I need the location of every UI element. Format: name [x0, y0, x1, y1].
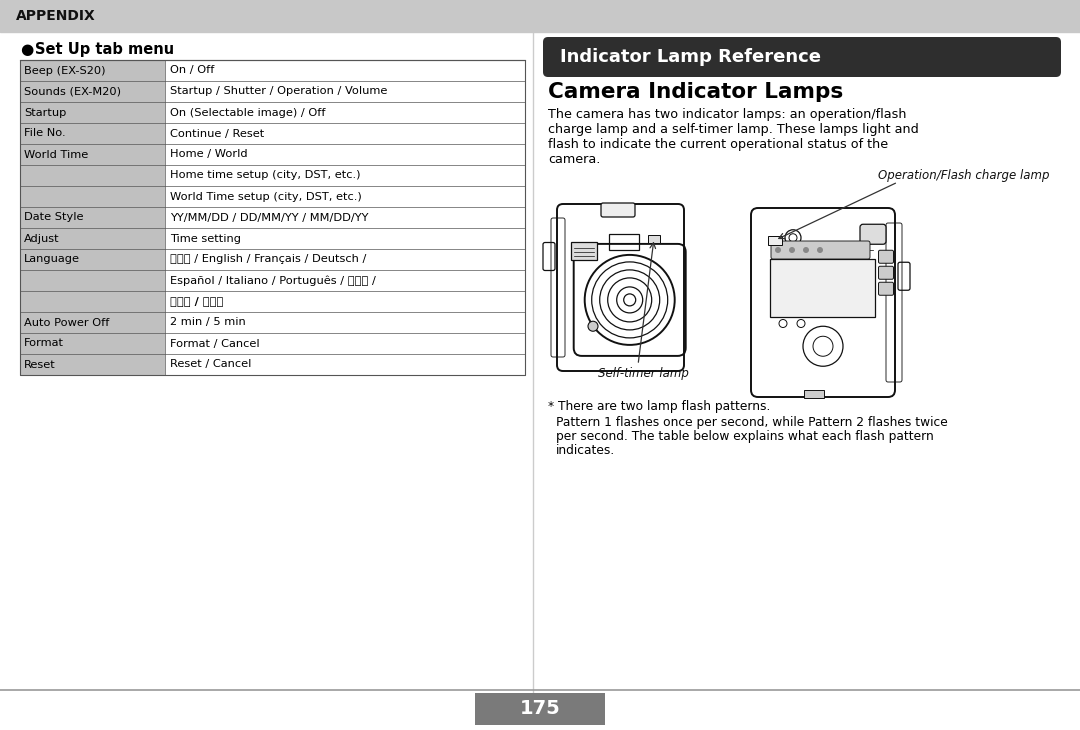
- Bar: [165, 312, 525, 333]
- Bar: [165, 249, 525, 270]
- Bar: [21, 102, 165, 123]
- Text: per second. The table below explains what each flash pattern: per second. The table below explains wha…: [556, 430, 934, 443]
- Text: Operation/Flash charge lamp: Operation/Flash charge lamp: [878, 169, 1050, 182]
- Bar: [21, 123, 165, 144]
- Text: Language: Language: [24, 255, 80, 264]
- Text: Continue / Reset: Continue / Reset: [170, 128, 265, 139]
- Bar: [21, 60, 525, 375]
- Circle shape: [588, 321, 598, 331]
- Text: Self-timer lamp: Self-timer lamp: [598, 367, 689, 380]
- Text: 2 min / 5 min: 2 min / 5 min: [170, 318, 246, 328]
- Bar: [21, 354, 165, 375]
- Circle shape: [804, 247, 809, 253]
- Text: World Time: World Time: [24, 150, 89, 159]
- Bar: [21, 207, 165, 228]
- Text: Reset / Cancel: Reset / Cancel: [170, 359, 252, 369]
- Bar: [21, 144, 165, 165]
- Bar: [21, 228, 165, 249]
- Bar: [165, 165, 525, 186]
- FancyBboxPatch shape: [543, 37, 1061, 77]
- Text: Pattern 1 flashes once per second, while Pattern 2 flashes twice: Pattern 1 flashes once per second, while…: [556, 416, 948, 429]
- FancyBboxPatch shape: [878, 283, 893, 295]
- Bar: [21, 291, 165, 312]
- Text: indicates.: indicates.: [556, 444, 616, 457]
- Text: * There are two lamp flash patterns.: * There are two lamp flash patterns.: [548, 400, 770, 413]
- Bar: [21, 165, 165, 186]
- Bar: [165, 354, 525, 375]
- FancyBboxPatch shape: [600, 203, 635, 217]
- Text: Set Up tab menu: Set Up tab menu: [35, 42, 174, 57]
- Bar: [609, 234, 639, 250]
- Text: World Time setup (city, DST, etc.): World Time setup (city, DST, etc.): [170, 191, 362, 201]
- Text: flash to indicate the current operational status of the: flash to indicate the current operationa…: [548, 138, 888, 151]
- Text: YY/MM/DD / DD/MM/YY / MM/DD/YY: YY/MM/DD / DD/MM/YY / MM/DD/YY: [170, 212, 368, 223]
- Text: 175: 175: [519, 699, 561, 718]
- Bar: [571, 242, 597, 260]
- Bar: [165, 291, 525, 312]
- Text: Time setting: Time setting: [170, 234, 241, 244]
- Bar: [165, 81, 525, 102]
- Text: 日本語 / English / Français / Deutsch /: 日本語 / English / Français / Deutsch /: [170, 255, 366, 264]
- Text: Home / World: Home / World: [170, 150, 247, 159]
- Bar: [165, 270, 525, 291]
- Text: Format / Cancel: Format / Cancel: [170, 339, 259, 348]
- Text: File No.: File No.: [24, 128, 66, 139]
- Bar: [21, 81, 165, 102]
- Bar: [165, 60, 525, 81]
- Bar: [804, 390, 824, 398]
- Bar: [21, 249, 165, 270]
- Text: Sounds (EX-M20): Sounds (EX-M20): [24, 86, 121, 96]
- Bar: [165, 228, 525, 249]
- Text: 中国语 / 한국어: 中国语 / 한국어: [170, 296, 224, 307]
- Circle shape: [775, 247, 781, 253]
- Circle shape: [816, 247, 823, 253]
- Bar: [648, 234, 660, 242]
- FancyBboxPatch shape: [860, 224, 886, 245]
- FancyBboxPatch shape: [878, 250, 893, 264]
- Bar: [165, 333, 525, 354]
- Text: Beep (EX-S20): Beep (EX-S20): [24, 66, 106, 75]
- Bar: [165, 123, 525, 144]
- Bar: [165, 102, 525, 123]
- Bar: [21, 60, 165, 81]
- Text: Startup / Shutter / Operation / Volume: Startup / Shutter / Operation / Volume: [170, 86, 388, 96]
- Text: charge lamp and a self-timer lamp. These lamps light and: charge lamp and a self-timer lamp. These…: [548, 123, 919, 136]
- Text: camera.: camera.: [548, 153, 600, 166]
- Text: Home time setup (city, DST, etc.): Home time setup (city, DST, etc.): [170, 171, 361, 180]
- Text: On (Selectable image) / Off: On (Selectable image) / Off: [170, 107, 325, 118]
- Bar: [21, 270, 165, 291]
- Bar: [21, 312, 165, 333]
- Bar: [475, 693, 605, 725]
- Bar: [21, 333, 165, 354]
- FancyBboxPatch shape: [878, 266, 893, 280]
- Text: ●: ●: [21, 42, 33, 57]
- Text: APPENDIX: APPENDIX: [16, 9, 96, 23]
- Text: Reset: Reset: [24, 359, 56, 369]
- Bar: [165, 186, 525, 207]
- Bar: [165, 207, 525, 228]
- Text: Format: Format: [24, 339, 64, 348]
- Text: Indicator Lamp Reference: Indicator Lamp Reference: [561, 48, 821, 66]
- Circle shape: [789, 247, 795, 253]
- Bar: [768, 236, 782, 245]
- Text: Español / Italiano / Português / 中國語 /: Español / Italiano / Português / 中國語 /: [170, 275, 376, 285]
- Text: Camera Indicator Lamps: Camera Indicator Lamps: [548, 82, 843, 102]
- Text: Date Style: Date Style: [24, 212, 83, 223]
- Text: The camera has two indicator lamps: an operation/flash: The camera has two indicator lamps: an o…: [548, 108, 906, 121]
- FancyBboxPatch shape: [771, 241, 870, 259]
- Text: Startup: Startup: [24, 107, 66, 118]
- Bar: [165, 144, 525, 165]
- Text: Adjust: Adjust: [24, 234, 59, 244]
- Text: On / Off: On / Off: [170, 66, 214, 75]
- Bar: [21, 186, 165, 207]
- Bar: [770, 258, 875, 317]
- Text: Auto Power Off: Auto Power Off: [24, 318, 109, 328]
- Bar: [0, 0, 1080, 32]
